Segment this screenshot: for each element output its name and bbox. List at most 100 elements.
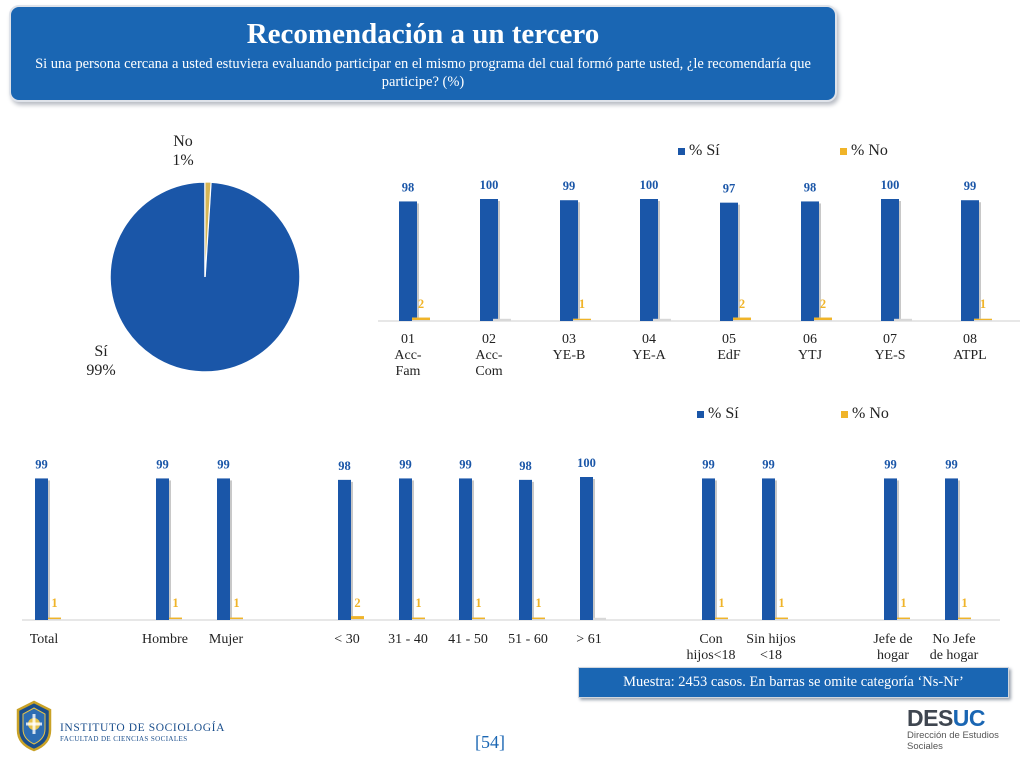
program-chart-category-label: Acc- <box>475 348 503 363</box>
institute-name: INSTITUTO DE SOCIOLOGÍA FACULTAD DE CIEN… <box>60 722 225 743</box>
demographic-chart-label-si: 99 <box>156 457 169 471</box>
program-chart-category-label: 08 <box>963 332 977 347</box>
program-chart-category-label: Acc- <box>394 348 422 363</box>
demographic-chart-category-label: < 30 <box>334 632 359 647</box>
page-title: Recomendación a un tercero <box>246 18 600 50</box>
program-chart-bar-si <box>640 199 658 321</box>
demographic-chart-category-label: > 61 <box>576 632 601 647</box>
program-chart-bar-no <box>974 318 992 320</box>
program-chart-category-label: 07 <box>883 332 897 347</box>
program-chart-label-si: 100 <box>480 178 499 192</box>
demographic-chart-bar-si <box>762 478 775 620</box>
demographic-chart-category-label: Hombre <box>142 632 188 647</box>
demographic-chart-category-label: hogar <box>877 648 909 663</box>
program-chart-label-no: 2 <box>820 297 826 311</box>
demographic-chart-bar-no <box>958 617 971 619</box>
pie-label-no-value: 1% <box>172 152 193 169</box>
program-chart-bar-si <box>881 199 899 321</box>
institute-line-1: INSTITUTO DE SOCIOLOGÍA <box>60 722 225 734</box>
program-chart-bar-si <box>720 202 738 321</box>
demographic-chart-category-label: de hogar <box>930 648 979 663</box>
demographic-chart-legend-label-si: % Sí <box>708 405 739 422</box>
pie-slice-no <box>204 181 212 278</box>
demographic-chart-category-label: <18 <box>760 648 782 663</box>
program-chart-category-label: 04 <box>642 332 656 347</box>
demographic-chart-label-si: 99 <box>35 457 48 471</box>
demographic-chart-category-label: 51 - 60 <box>508 632 548 647</box>
demographic-chart-category-label: No Jefe <box>932 632 975 647</box>
demographic-chart-legend-label-no: % No <box>852 405 889 422</box>
demographic-chart-bar-si <box>884 478 897 620</box>
program-chart-bar-si <box>399 201 417 321</box>
program-chart-category-label: 02 <box>482 332 496 347</box>
program-chart-label-no: 1 <box>980 297 986 311</box>
demographic-chart-label-no: 1 <box>233 596 239 610</box>
demographic-chart-bar-no <box>169 617 182 619</box>
program-chart-label-si: 98 <box>402 180 415 194</box>
seal-icon <box>16 700 52 752</box>
demographic-chart-label-si: 100 <box>577 456 596 470</box>
program-chart-bar-no <box>733 317 751 320</box>
program-chart-bar-no-shadow <box>894 318 912 321</box>
program-chart-label-si: 99 <box>964 179 977 193</box>
program-chart-category-label: 06 <box>803 332 817 347</box>
demographic-chart-bar-si <box>945 478 958 620</box>
demographic-chart-label-si: 99 <box>459 457 472 471</box>
demographic-chart-bar-si <box>580 477 593 620</box>
program-chart-label-no: 1 <box>579 297 585 311</box>
demographic-chart-bar-no <box>351 616 364 619</box>
demographic-chart-category-label: hijos<18 <box>686 648 735 663</box>
program-chart-bar-si <box>560 200 578 321</box>
demographic-chart-label-si: 99 <box>762 457 775 471</box>
program-chart-category-label: 01 <box>401 332 415 347</box>
program-chart-category-label: 05 <box>722 332 736 347</box>
demographic-chart-category-label: Total <box>30 632 59 647</box>
demographic-chart-bar-no <box>532 617 545 619</box>
program-chart-category-label: ATPL <box>953 348 986 363</box>
demographic-chart-category-label: Con <box>699 632 722 647</box>
pie-label-si-name: Sí <box>94 343 108 360</box>
demographic-chart-label-si: 99 <box>702 457 715 471</box>
desuc-subtitle-1: Dirección de Estudios <box>907 730 999 741</box>
demographic-chart-category-label: 31 - 40 <box>388 632 428 647</box>
program-chart-label-si: 100 <box>881 178 900 192</box>
program-chart-bar-no-shadow <box>493 318 511 321</box>
program-chart-legend-swatch-no <box>840 148 847 155</box>
demographic-chart-bar-si <box>459 478 472 620</box>
demographic-chart-bar-si <box>702 478 715 620</box>
demographic-chart-bar-no <box>412 617 425 619</box>
program-chart-bar-si <box>961 200 979 321</box>
program-chart-category-label: YE-A <box>632 348 666 363</box>
demographic-chart-legend-swatch-no <box>841 411 848 418</box>
demographic-chart-category-label: Mujer <box>209 632 244 647</box>
demographic-chart-label-no: 1 <box>51 596 57 610</box>
program-chart-legend-swatch-si <box>678 148 685 155</box>
demographic-chart-label-no: 1 <box>778 596 784 610</box>
demographic-chart-label-si: 99 <box>884 457 897 471</box>
program-chart-category-label: 03 <box>562 332 576 347</box>
demographic-chart-bar-no <box>775 617 788 619</box>
program-chart-category-label: Com <box>475 364 502 379</box>
desuc-subtitle-2: Sociales <box>907 741 943 752</box>
program-chart-label-no: 2 <box>418 297 424 311</box>
demographic-chart-label-no: 1 <box>900 596 906 610</box>
program-chart-bar-si <box>801 201 819 321</box>
institute-line-2: FACULTAD DE CIENCIAS SOCIALES <box>60 735 188 743</box>
demographic-chart-label-no: 1 <box>961 596 967 610</box>
program-chart-bar-no <box>814 317 832 320</box>
demographic-chart-category-label: Sin hijos <box>746 632 795 647</box>
demographic-chart-bar-si <box>399 478 412 620</box>
demographic-chart-label-si: 99 <box>399 457 412 471</box>
program-chart-category-label: YE-B <box>553 348 586 363</box>
demographic-chart-bar-no <box>48 617 61 619</box>
sample-note: Muestra: 2453 casos. En barras se omite … <box>578 667 1009 698</box>
demographic-chart-legend-swatch-si <box>697 411 704 418</box>
program-chart-category-label: Fam <box>396 364 421 379</box>
demographic-chart-label-no: 1 <box>415 596 421 610</box>
demographic-chart-bar-si <box>156 478 169 620</box>
page-subtitle: Si una persona cercana a usted estuviera… <box>35 56 811 90</box>
program-chart-label-no: 2 <box>739 297 745 311</box>
pie-label-si-value: 99% <box>86 362 115 379</box>
program-chart-bar-no-shadow <box>653 318 671 321</box>
program-chart-bar-no <box>573 318 591 320</box>
